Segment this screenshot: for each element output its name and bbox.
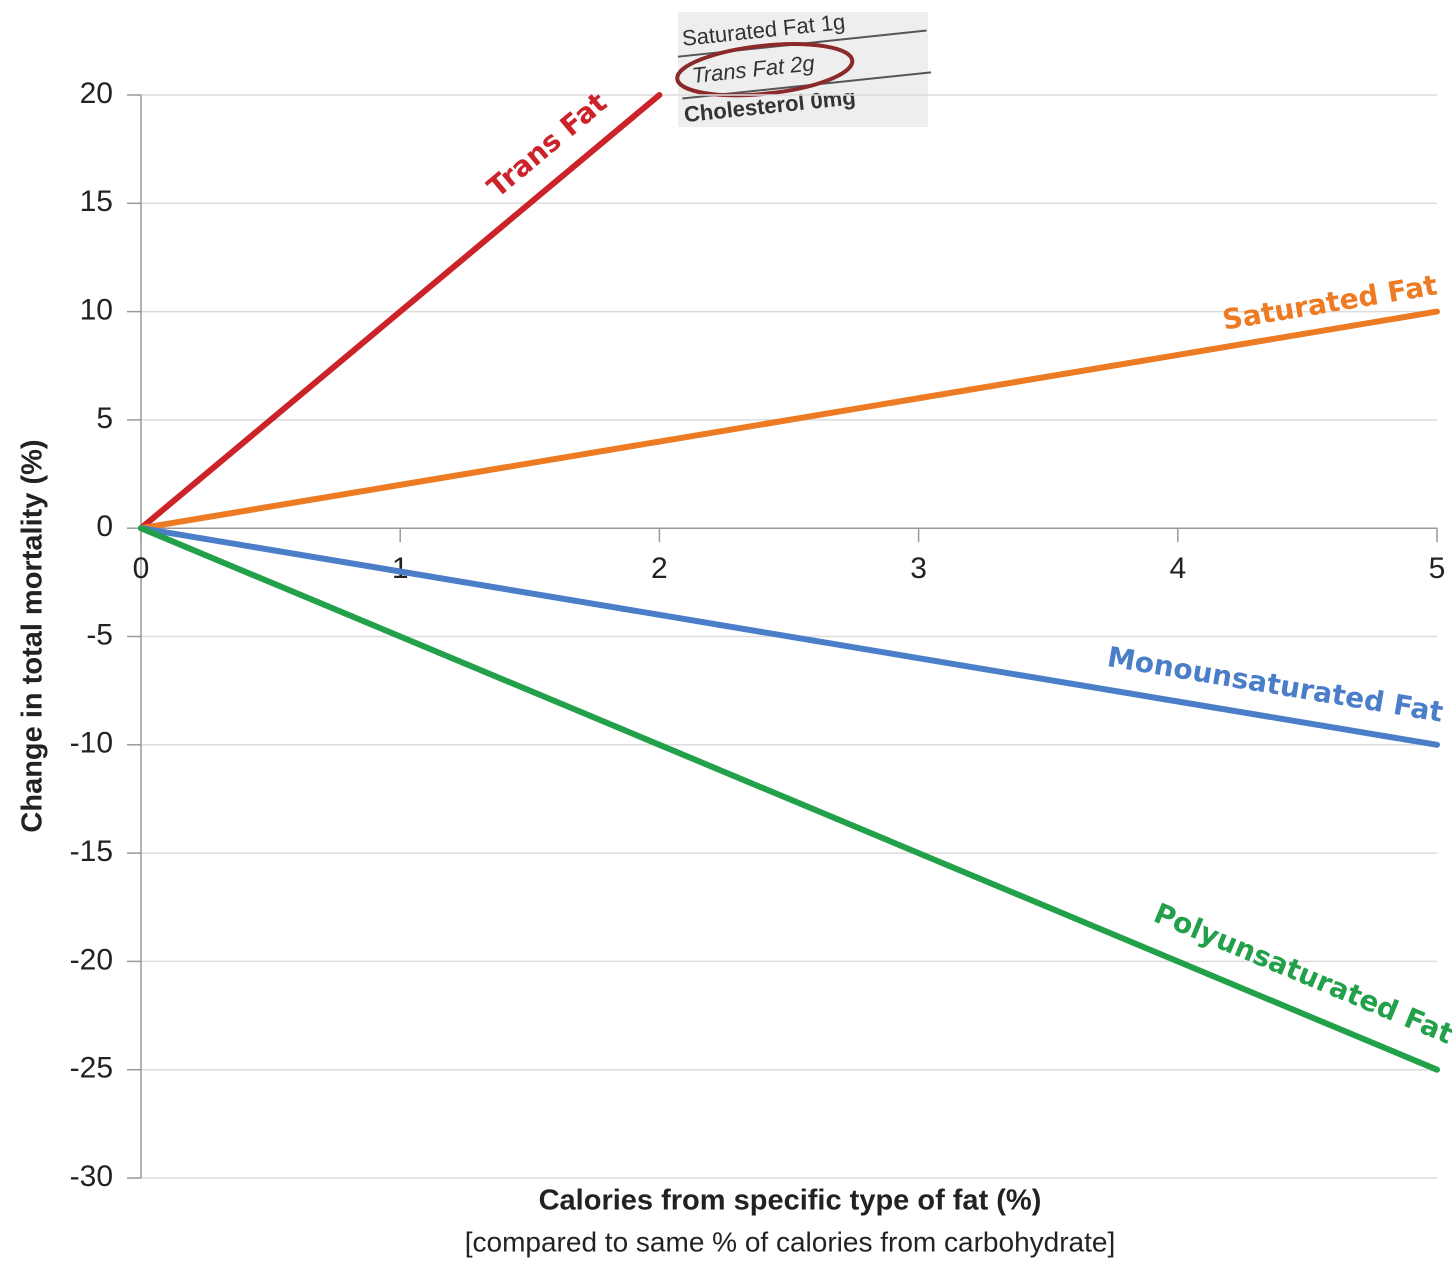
y-tick-label: 10 [80, 294, 113, 327]
inset-image: Saturated Fat 1g Trans Fat 2g Cholestero… [672, 1, 934, 128]
x-tick-label: 3 [910, 552, 927, 585]
y-tick-label: -20 [70, 943, 113, 976]
x-axis-title: Calories from specific type of fat (%) [539, 1185, 1042, 1217]
y-tick-label: -25 [70, 1052, 113, 1085]
series-label: Polyunsaturated Fat [1149, 897, 1452, 1051]
y-tick-label: 5 [96, 402, 113, 435]
x-tick-label: 0 [133, 552, 150, 585]
y-tick-label: 15 [80, 185, 113, 218]
chart: Saturated Fat 1g Trans Fat 2g Cholestero… [0, 0, 1452, 1265]
y-tick-label: -30 [70, 1160, 113, 1193]
x-tick-label: 2 [651, 552, 668, 585]
y-tick-label: -10 [70, 727, 113, 760]
y-axis-title: Change in total mortality (%) [17, 439, 49, 832]
x-axis-subtitle: [compared to same % of calories from car… [465, 1226, 1116, 1257]
x-tick-label: 5 [1429, 552, 1446, 585]
series-label: Saturated Fat [1220, 268, 1439, 336]
y-tick-label: -5 [86, 618, 113, 651]
y-tick-label: -15 [70, 835, 113, 868]
series-line [141, 528, 1437, 1069]
y-tick-label: 20 [80, 77, 113, 110]
y-tick-label: 0 [96, 510, 113, 543]
x-tick-label: 4 [1169, 552, 1186, 585]
